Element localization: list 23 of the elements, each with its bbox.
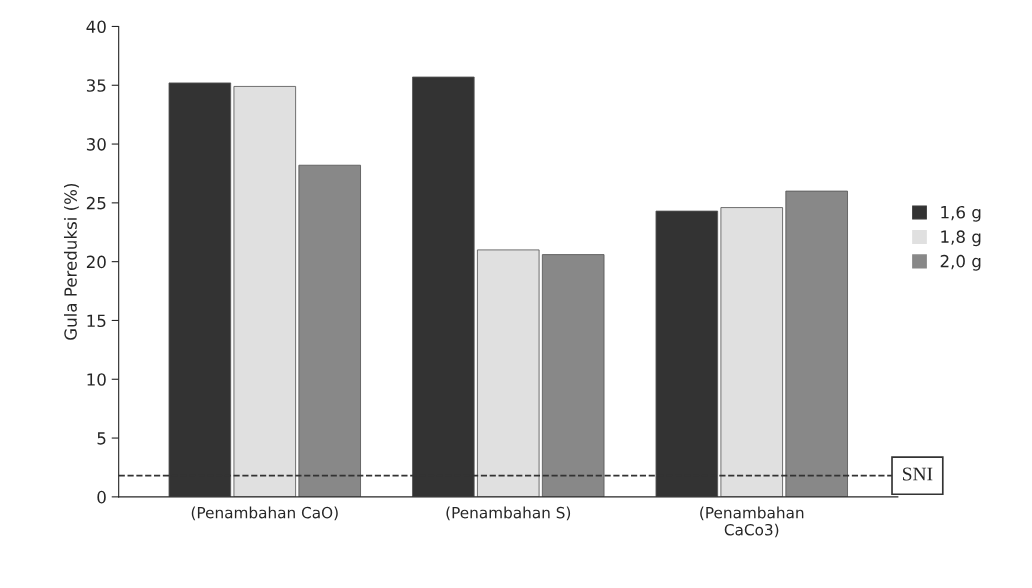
bar bbox=[477, 249, 540, 497]
y-tick-label: 35 bbox=[86, 79, 106, 92]
x-tick-label: (Penambahan S) bbox=[446, 506, 571, 521]
bar bbox=[233, 86, 297, 497]
bar bbox=[541, 254, 605, 497]
legend-label: 1,8 g bbox=[941, 230, 981, 247]
legend-label: 2,0 g bbox=[940, 254, 981, 271]
ref-line-label: SNI bbox=[903, 467, 933, 481]
bar bbox=[298, 164, 361, 497]
y-tick-label: 25 bbox=[86, 196, 106, 210]
y-axis-title: Gula Pereduksi (%) bbox=[63, 183, 79, 340]
y-tick-label: 5 bbox=[97, 432, 106, 445]
x-tick-label: (Penambahan CaCo3) bbox=[700, 506, 804, 538]
x-tick-label: (Penambahan CaO) bbox=[191, 506, 338, 521]
bar bbox=[785, 190, 848, 497]
y-tick-label: 10 bbox=[87, 373, 106, 386]
bar bbox=[720, 207, 784, 497]
y-tick-label: 15 bbox=[87, 314, 106, 328]
legend-label: 1,6 g bbox=[941, 205, 981, 222]
y-tick-label: 20 bbox=[86, 255, 106, 269]
y-tick-label: 30 bbox=[86, 138, 106, 151]
y-tick-label: 40 bbox=[86, 20, 106, 34]
y-tick-label: 0 bbox=[97, 490, 106, 504]
